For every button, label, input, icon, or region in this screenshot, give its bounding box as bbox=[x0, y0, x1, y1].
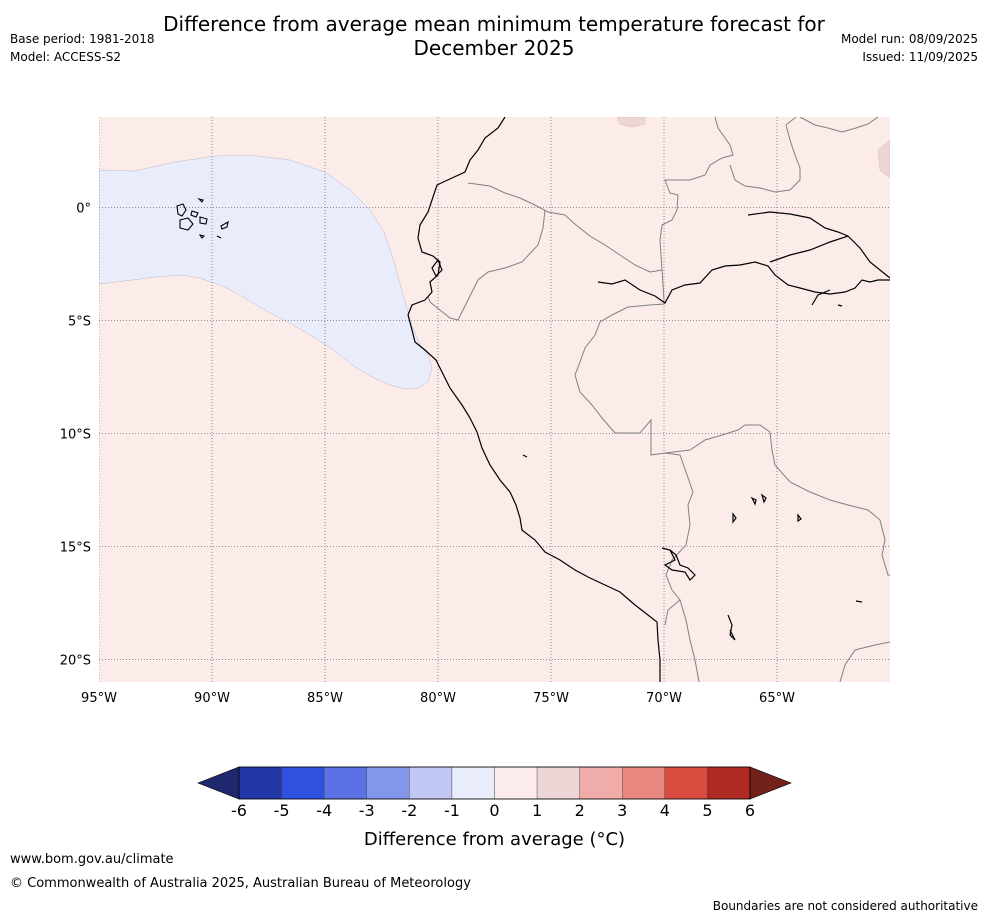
peru-brazil-bolivia-border bbox=[574, 269, 700, 682]
colorbar-tick-label: 1 bbox=[532, 801, 542, 820]
longitude-label: 80°W bbox=[420, 691, 456, 706]
colorbar-segment bbox=[451, 766, 495, 800]
footer-copyright: © Commonwealth of Australia 2025, Austra… bbox=[10, 876, 471, 891]
title-line-1: Difference from average mean minimum tem… bbox=[163, 12, 825, 36]
south-america-west-coast bbox=[407, 117, 661, 682]
venezuela-brazil-border bbox=[729, 117, 801, 193]
colorbar-tick-label: 5 bbox=[702, 801, 712, 820]
colorbar-title: Difference from average (°C) bbox=[364, 829, 625, 850]
model-run-text: Model run: 08/09/2025 bbox=[840, 32, 978, 46]
footer-disclaimer: Boundaries are not considered authoritat… bbox=[712, 899, 978, 913]
northern-tributary bbox=[747, 211, 849, 237]
footer-url: www.bom.gov.au/climate bbox=[10, 852, 174, 867]
river-islet bbox=[837, 304, 843, 307]
colorbar-tick-label: -6 bbox=[231, 801, 247, 820]
colorbar-tick-label: 3 bbox=[617, 801, 627, 820]
lake-b bbox=[760, 493, 767, 504]
colombia-venezuela-border bbox=[659, 117, 734, 271]
colorbar-tick-label: -4 bbox=[316, 801, 332, 820]
coastline bbox=[407, 117, 890, 682]
lake-d bbox=[797, 513, 802, 523]
latitude-labels: 0° 5°S 10°S 15°S 20°S bbox=[60, 201, 91, 668]
colorbar-tick-label: 2 bbox=[575, 801, 585, 820]
colorbar-over-arrow bbox=[749, 766, 792, 800]
colorbar-segment bbox=[536, 766, 580, 800]
colorbar: -6 -5 -4 -3 -2 -1 0 1 2 3 4 5 6 Difference from avera… bbox=[197, 766, 792, 850]
latitude-label: 0° bbox=[76, 201, 91, 216]
graticule bbox=[99, 117, 890, 682]
bolivia-brazil-border bbox=[664, 424, 890, 576]
colorbar-segment bbox=[579, 766, 623, 800]
longitude-label: 65°W bbox=[759, 691, 795, 706]
coast-islet bbox=[522, 454, 528, 458]
map-area bbox=[99, 117, 890, 682]
latitude-label: 5°S bbox=[68, 314, 91, 329]
longitude-label: 90°W bbox=[194, 691, 230, 706]
country-boundaries bbox=[427, 117, 890, 682]
colorbar-tick-label: 4 bbox=[660, 801, 670, 820]
colombia-peru-border bbox=[467, 182, 663, 273]
meta-right: Model run: 08/09/2025 Issued: 11/09/2025 bbox=[841, 31, 978, 67]
longitude-label: 95°W bbox=[81, 691, 117, 706]
colorbar-under-arrow bbox=[197, 766, 240, 800]
colorbar-segment bbox=[664, 766, 708, 800]
model-text: Model: ACCESS-S2 bbox=[10, 50, 122, 64]
colorbar-segment bbox=[409, 766, 453, 800]
lake-a bbox=[750, 496, 757, 506]
colorbar-segment bbox=[622, 766, 666, 800]
anomaly-patch-north bbox=[616, 117, 646, 128]
colorbar-segment bbox=[707, 766, 751, 800]
base-period-text: Base period: 1981-2018 bbox=[10, 32, 155, 46]
latitude-label: 10°S bbox=[60, 427, 91, 442]
colorbar-tick-label: -5 bbox=[274, 801, 290, 820]
longitude-label: 75°W bbox=[533, 691, 569, 706]
anomaly-patch-east bbox=[877, 139, 890, 179]
colorbar-segment bbox=[494, 766, 538, 800]
longitude-label: 70°W bbox=[646, 691, 682, 706]
title-line-2: December 2025 bbox=[413, 36, 575, 60]
colorbar-segment bbox=[323, 766, 367, 800]
colorbar-tick-label: -2 bbox=[401, 801, 417, 820]
colorbar-tick-label: -1 bbox=[444, 801, 460, 820]
colorbar-segment bbox=[281, 766, 325, 800]
bolivia-paraguay-border bbox=[839, 641, 890, 682]
anomaly-fill-negative bbox=[99, 154, 433, 390]
latitude-label: 20°S bbox=[60, 653, 91, 668]
colorbar-tick-label: -3 bbox=[359, 801, 375, 820]
colorbar-frame bbox=[238, 766, 751, 800]
map-title: Difference from average mean minimum tem… bbox=[0, 12, 988, 60]
colorbar-segment bbox=[366, 766, 410, 800]
lake-titicaca bbox=[661, 547, 696, 581]
colorbar-tick-label: 6 bbox=[745, 801, 755, 820]
guyana-border bbox=[799, 117, 879, 133]
longitude-labels: 95°W 90°W 85°W 80°W 75°W 70°W 65°W bbox=[81, 691, 795, 706]
colorbar-tick-label: 0 bbox=[489, 801, 499, 820]
galapagos-islands bbox=[176, 197, 229, 239]
colorbar-segment bbox=[238, 766, 282, 800]
madeira-branch bbox=[811, 289, 831, 306]
lake-poopo bbox=[727, 614, 736, 641]
gulf-of-guayaquil bbox=[431, 258, 443, 278]
meta-left: Base period: 1981-2018 Model: ACCESS-S2 bbox=[10, 31, 155, 67]
ecuador-peru-border bbox=[427, 209, 546, 321]
lake-c bbox=[732, 512, 737, 524]
latitude-label: 15°S bbox=[60, 540, 91, 555]
amazon-river bbox=[597, 261, 890, 304]
lake-e bbox=[855, 600, 863, 603]
bolivia-chile-border bbox=[664, 599, 681, 626]
longitude-label: 85°W bbox=[307, 691, 343, 706]
issued-text: Issued: 11/09/2025 bbox=[862, 50, 978, 64]
